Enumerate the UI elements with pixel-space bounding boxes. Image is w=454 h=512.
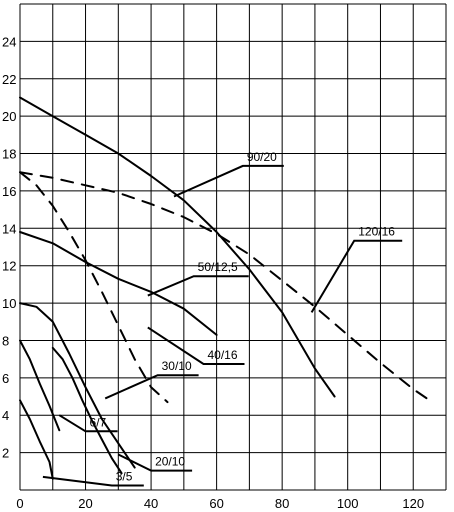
series-label: 50/12,5	[198, 260, 238, 274]
series-label: 40/16	[208, 348, 238, 362]
y-tick-label: 6	[2, 371, 9, 386]
series-leader-line	[147, 326, 245, 365]
series-line	[19, 399, 54, 480]
series-leader-line	[117, 453, 193, 472]
series-label: 6/7	[90, 415, 107, 429]
grid	[19, 3, 447, 491]
y-tick-label: 16	[2, 184, 16, 199]
y-tick-label: 14	[2, 221, 16, 236]
y-tick-label: 24	[2, 34, 16, 49]
x-tick-label: 20	[78, 496, 92, 511]
series-leader-line	[173, 164, 284, 198]
y-tick-label: 10	[2, 296, 16, 311]
series-line	[19, 339, 61, 432]
series-label: 20/10	[155, 455, 185, 469]
y-tick-label: 2	[2, 446, 9, 461]
series-line	[19, 96, 336, 398]
y-tick-label: 18	[2, 147, 16, 162]
series-line	[19, 302, 136, 469]
series-label: 120/16	[358, 225, 395, 239]
series-label: 30/10	[162, 359, 192, 373]
x-tick-label: 0	[16, 496, 23, 511]
series-group: 90/20 120/16 50/12,5 40/16 30/10 20/10 6/7 3/5	[19, 96, 431, 487]
y-tick-label: 4	[2, 408, 9, 423]
series-line	[51, 346, 123, 475]
series-line	[19, 171, 431, 402]
y-tick-label: 22	[2, 72, 16, 87]
x-tick-label: 120	[402, 496, 424, 511]
y-tick-label: 20	[2, 109, 16, 124]
y-tick-label: 12	[2, 259, 16, 274]
series-leader-line	[147, 275, 249, 297]
x-tick-label: 80	[275, 496, 289, 511]
series-leader-line	[104, 374, 199, 400]
series-label: 90/20	[247, 150, 277, 164]
x-tick-label: 100	[337, 496, 359, 511]
x-axis-ticks: 0 20 40 60 80 100 120	[16, 496, 424, 511]
series-label: 3/5	[116, 470, 133, 484]
x-tick-label: 60	[209, 496, 223, 511]
series-line	[19, 231, 218, 336]
series-line	[19, 171, 169, 404]
series-leader-line	[310, 239, 403, 313]
series-leader-line	[42, 475, 144, 487]
x-tick-label: 40	[144, 496, 158, 511]
series-leader-line	[58, 414, 118, 433]
y-tick-label: 8	[2, 333, 9, 348]
